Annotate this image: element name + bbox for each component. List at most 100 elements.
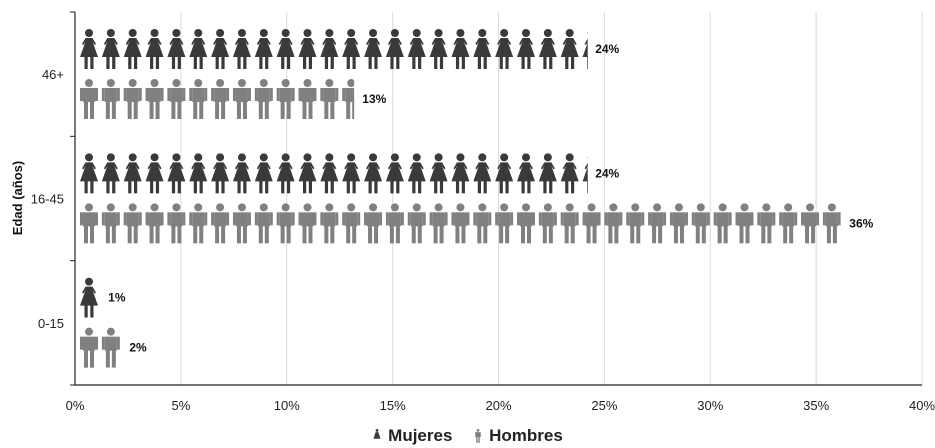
woman-icon (407, 29, 426, 69)
category-label: 16-45 (31, 192, 64, 207)
woman-icon (582, 31, 588, 69)
man-icon (560, 203, 579, 244)
woman-icon (254, 29, 273, 69)
woman-icon (538, 153, 557, 194)
x-tick-label: 0% (66, 398, 85, 413)
man-icon (145, 203, 164, 244)
woman-icon (364, 29, 383, 69)
man-icon (101, 203, 120, 244)
y-ticks (70, 11, 75, 386)
man-icon (648, 203, 667, 244)
man-icon (691, 203, 710, 244)
woman-icon (189, 153, 208, 194)
man-icon (669, 203, 688, 244)
bar-hombres-46+: 13% (80, 79, 387, 119)
man-icon (298, 79, 317, 119)
category-labels: 46+ 16-45 0-15 (31, 67, 64, 331)
data-label: 2% (129, 341, 147, 355)
woman-icon (495, 29, 514, 69)
woman-icon (101, 29, 120, 69)
man-icon (145, 79, 164, 119)
woman-icon (276, 29, 295, 69)
x-tick-label: 20% (485, 398, 511, 413)
man-icon (451, 203, 470, 244)
man-icon (232, 79, 251, 119)
woman-icon (429, 153, 448, 194)
bar-mujeres-16-45: 24% (80, 153, 620, 194)
man-icon (189, 79, 208, 119)
woman-icon (385, 29, 404, 69)
man-icon (320, 79, 339, 119)
man-icon (211, 79, 230, 119)
man-icon (407, 203, 426, 244)
woman-icon (495, 153, 514, 194)
woman-icon (342, 153, 361, 194)
man-icon (779, 203, 798, 244)
bar-hombres-16-45: 36% (80, 203, 874, 244)
man-icon (429, 203, 448, 244)
data-label: 13% (362, 92, 386, 106)
man-icon (167, 203, 186, 244)
woman-icon (517, 153, 535, 194)
man-icon (475, 429, 481, 443)
x-tick-label: 40% (909, 398, 935, 413)
man-icon (713, 203, 732, 244)
man-icon (342, 79, 355, 119)
x-tick-labels: 0% 5% 10% 15% 20% 25% 30% 35% 40% (66, 398, 935, 413)
man-icon (538, 203, 557, 244)
gridlines (180, 12, 923, 385)
bar-mujeres-46+: 24% (80, 29, 620, 69)
man-icon (822, 203, 841, 244)
woman-icon (473, 29, 492, 69)
woman-icon (211, 153, 230, 194)
woman-icon (298, 29, 317, 69)
woman-icon (451, 153, 470, 194)
legend-label-hombres: Hombres (489, 426, 563, 445)
woman-icon (101, 153, 120, 194)
legend: Mujeres Hombres (0, 426, 935, 448)
woman-icon (320, 29, 339, 69)
woman-icon (385, 153, 404, 194)
woman-icon (560, 153, 579, 194)
woman-icon (80, 277, 98, 318)
man-icon (495, 203, 514, 244)
man-icon (276, 203, 295, 244)
woman-icon (232, 29, 251, 69)
data-label: 36% (849, 216, 873, 230)
category-label: 0-15 (38, 316, 64, 331)
woman-icon (80, 153, 98, 194)
y-axis-title: Edad (años) (10, 161, 25, 235)
man-icon (735, 203, 754, 244)
woman-icon (167, 29, 186, 69)
woman-icon (298, 153, 317, 194)
legend-item-mujeres: Mujeres (372, 426, 452, 446)
data-label: 1% (108, 291, 126, 305)
man-icon (80, 79, 98, 119)
man-icon (298, 203, 317, 244)
man-icon (320, 203, 339, 244)
man-icon (342, 203, 361, 244)
man-icon (364, 203, 383, 244)
man-icon (517, 203, 535, 244)
woman-icon (517, 29, 535, 69)
woman-icon (473, 153, 492, 194)
man-icon (80, 203, 98, 244)
legend-item-hombres: Hombres (473, 426, 563, 446)
bar-hombres-0-15: 2% (80, 327, 147, 368)
woman-icon (582, 156, 588, 194)
woman-icon (232, 153, 251, 194)
man-icon (80, 327, 98, 368)
woman-icon (538, 29, 557, 69)
man-icon (604, 203, 623, 244)
man-icon (123, 79, 142, 119)
legend-label-mujeres: Mujeres (388, 426, 453, 445)
man-icon (473, 203, 492, 244)
woman-icon (80, 29, 98, 69)
woman-icon (451, 29, 470, 69)
data-label: 24% (595, 166, 619, 180)
woman-icon (407, 153, 426, 194)
x-tick-label: 35% (803, 398, 829, 413)
x-tick-label: 15% (380, 398, 406, 413)
man-icon (582, 203, 601, 244)
woman-icon (429, 29, 448, 69)
